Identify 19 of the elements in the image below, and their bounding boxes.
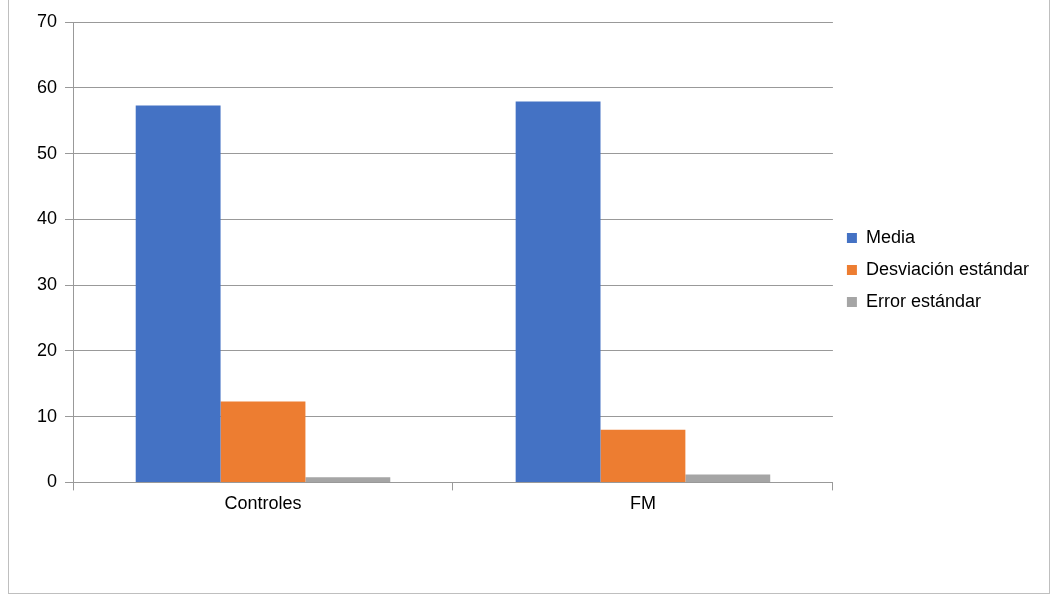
legend-label: Desviación estándar [865,258,1030,279]
y-tick-label: 50 [36,142,58,163]
bar [220,401,306,482]
bar [305,477,391,482]
y-tick-label: 60 [36,76,58,97]
bar [515,101,601,482]
bar [135,105,221,482]
y-tick-label: 30 [36,274,58,295]
legend-label: Error estándar [865,290,981,311]
legend-label: Media [865,226,916,247]
bar [685,474,771,482]
y-tick-label: 0 [47,471,58,492]
x-tick-label: FM [629,493,656,514]
bar [600,429,686,482]
y-tick-label: 70 [36,10,58,31]
y-tick-label: 10 [36,405,58,426]
x-tick-label: Controles [224,493,302,514]
y-tick-label: 40 [36,208,58,229]
y-tick-label: 20 [36,339,58,360]
